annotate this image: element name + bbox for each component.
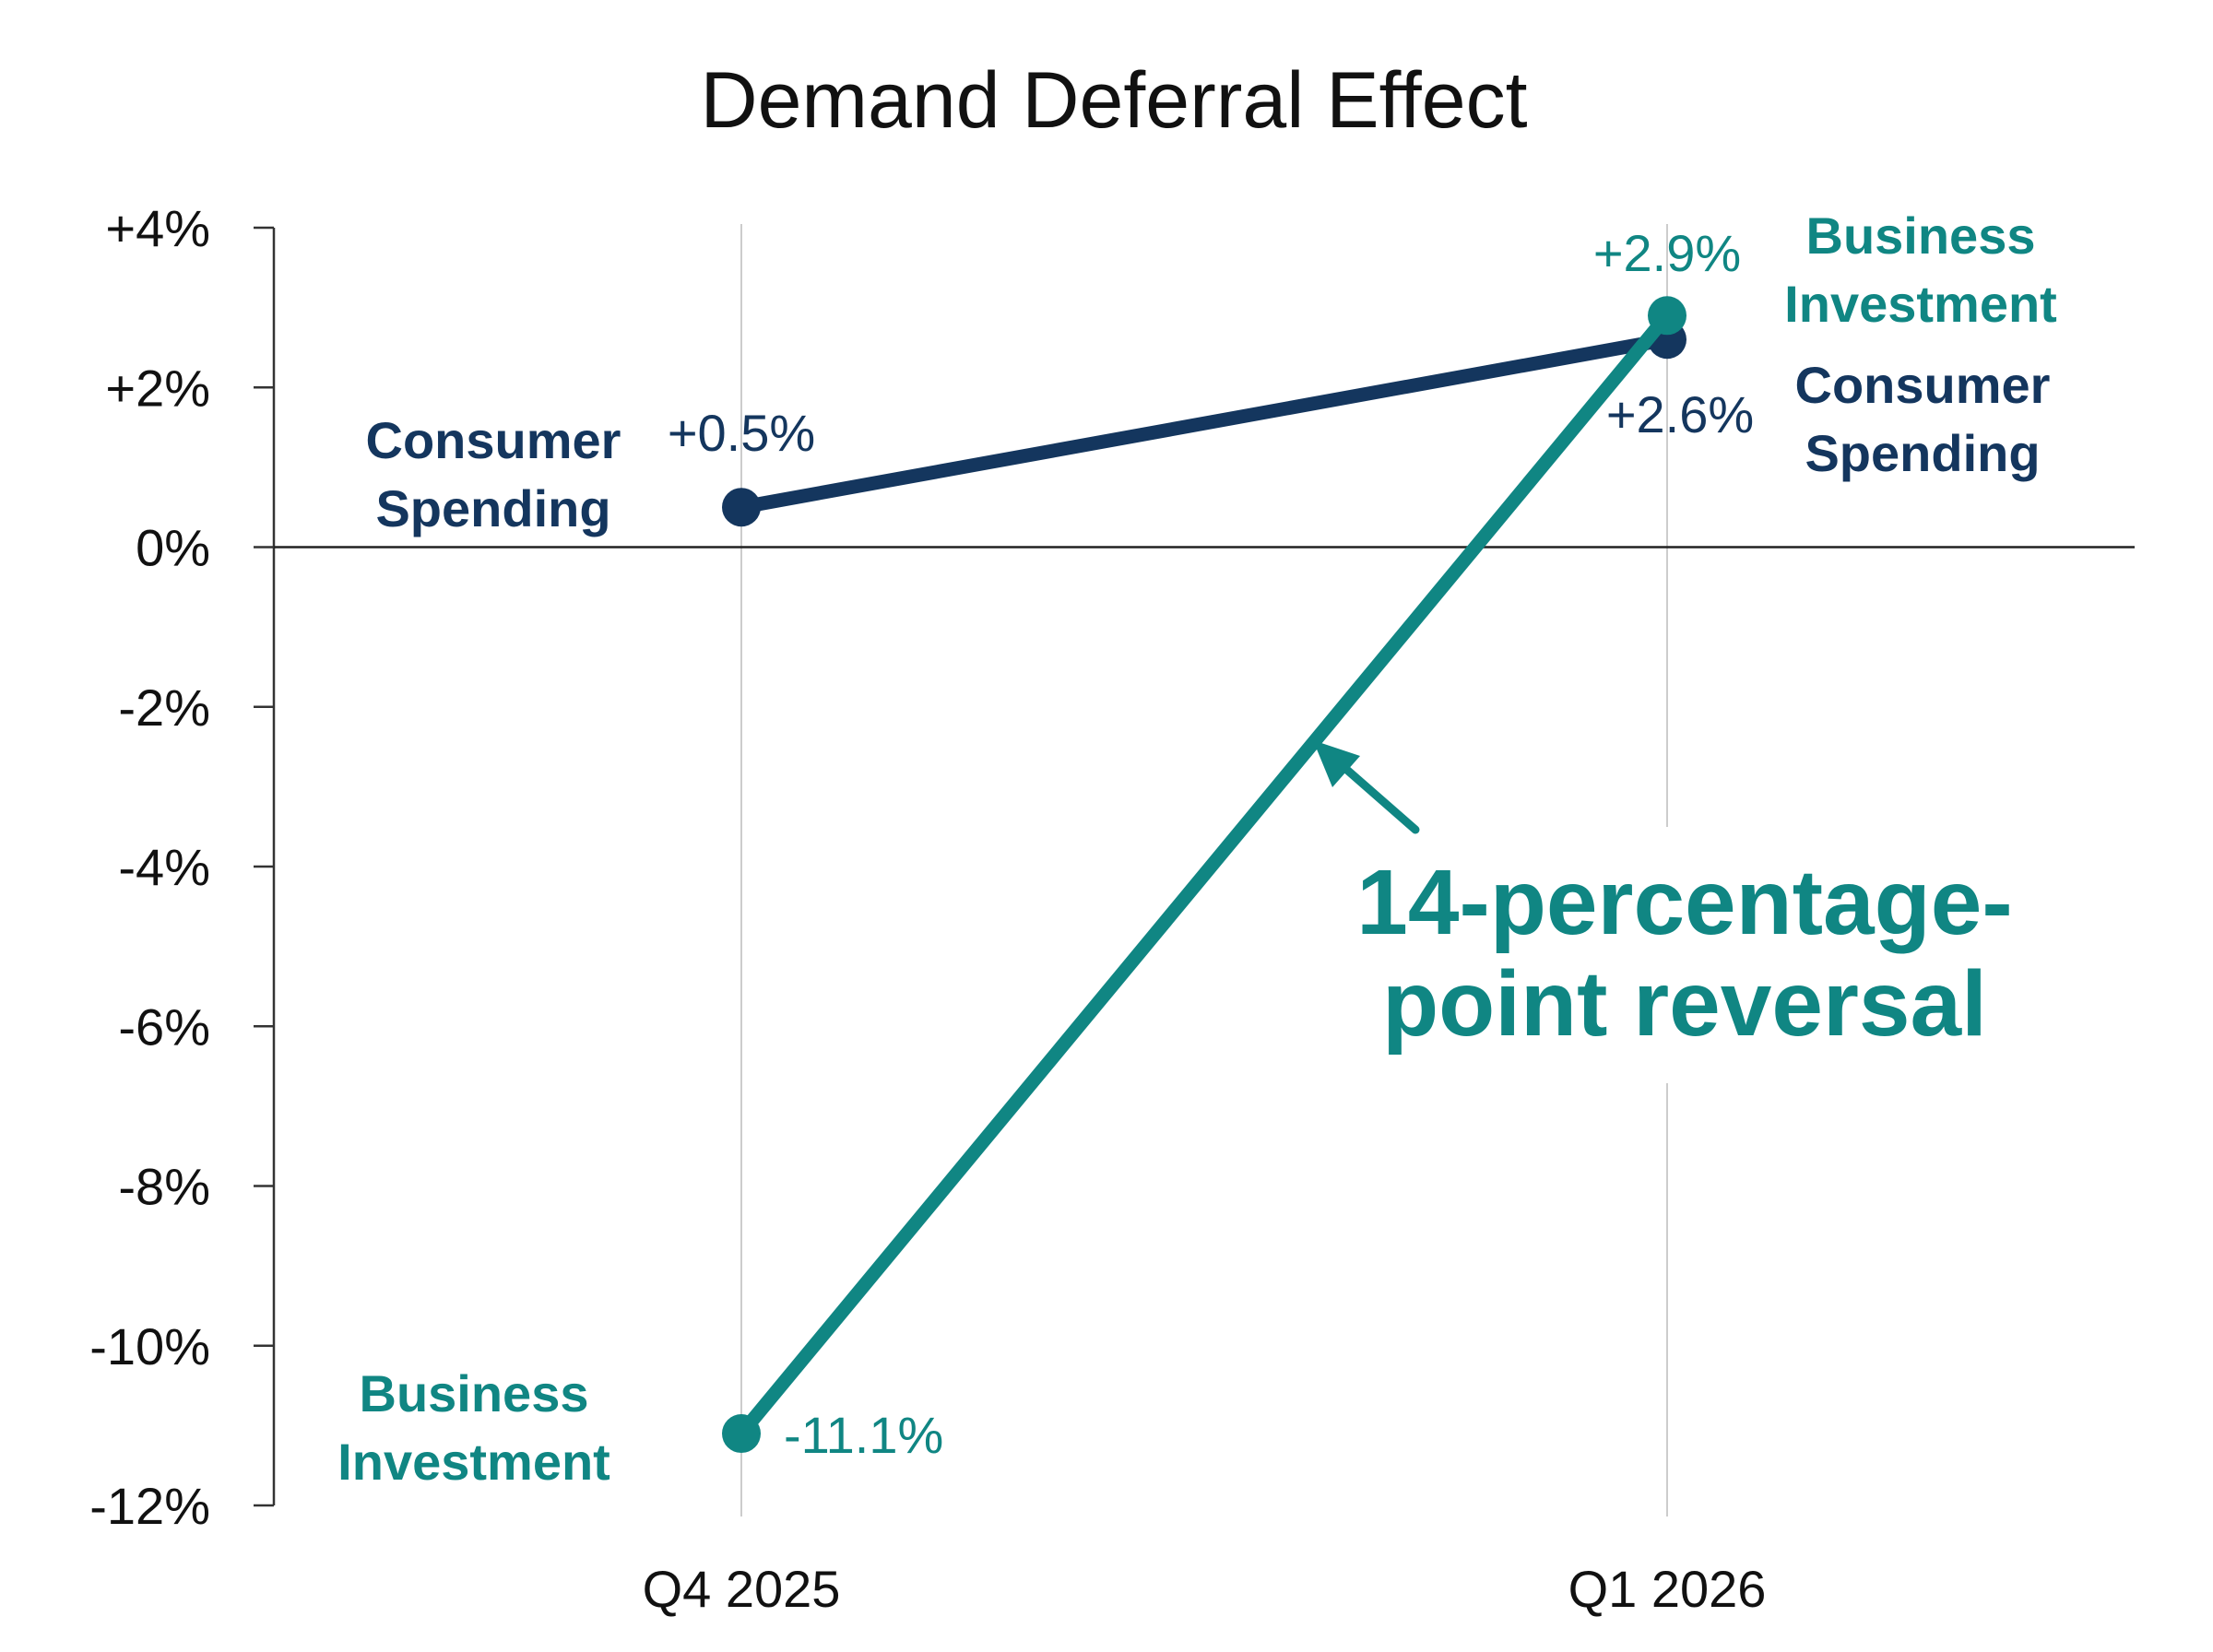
y-tick-label: -12% [89,1477,210,1535]
value-label-consumer-q1-2026: +2.6% [1606,385,1754,443]
series-label-consumer-q1: Consumer [1795,356,2051,414]
y-tick-label: -10% [89,1317,210,1375]
annotation-arrow-head [1313,740,1360,787]
series-label-consumer-q4: Spending [375,479,610,537]
y-tick-label: -2% [118,678,210,737]
value-label-business-q4-2025: -11.1% [784,1406,943,1464]
data-point-business-q1-2026 [1648,296,1686,336]
annotation-text-line1: 14-percentage- [1356,851,2012,954]
y-axis: +4% +2% 0% -2% -4% -6% -8% -10% -12% Q4 2025 Q1 20… [89,199,2135,1618]
series-line-consumer-spending [734,332,1675,514]
y-tick-label: +2% [105,359,210,417]
y-tick-label: -4% [118,838,210,896]
value-label-consumer-q4-2025: +0.5% [668,404,815,462]
plot-area [722,296,1686,1454]
series-label-business-q1: Business [1806,206,2036,265]
reversal-annotation: 14-percentage- point reversal [1313,740,2013,1056]
data-point-business-q4-2025 [722,1414,761,1454]
x-tick-label: Q4 2025 [643,1560,841,1618]
series-label-business-q4: Business [360,1364,589,1422]
y-tick-label: -8% [118,1158,210,1216]
series-label-consumer-q1: Spending [1805,424,2040,482]
labels: +0.5% +2.6% -11.1% +2.9% Consumer Spending Con… [337,206,2057,1491]
series-label-business-q4: Investment [337,1433,610,1491]
series-label-consumer-q4: Consumer [366,411,621,469]
y-tick-label: 0% [136,519,210,577]
annotation-arrow [1330,754,1420,834]
annotation-text-line2: point reversal [1382,952,1987,1056]
x-tick-label: Q1 2026 [1568,1560,1767,1618]
chart-title: Demand Deferral Effect [700,56,1527,145]
series-label-business-q1: Investment [1784,275,2057,333]
y-tick-label: +4% [105,199,210,257]
series-line-business-investment [734,308,1675,1441]
value-label-business-q1-2026: +2.9% [1593,224,1741,282]
y-tick-label: -6% [118,997,210,1056]
data-point-consumer-q4-2025 [722,488,761,527]
